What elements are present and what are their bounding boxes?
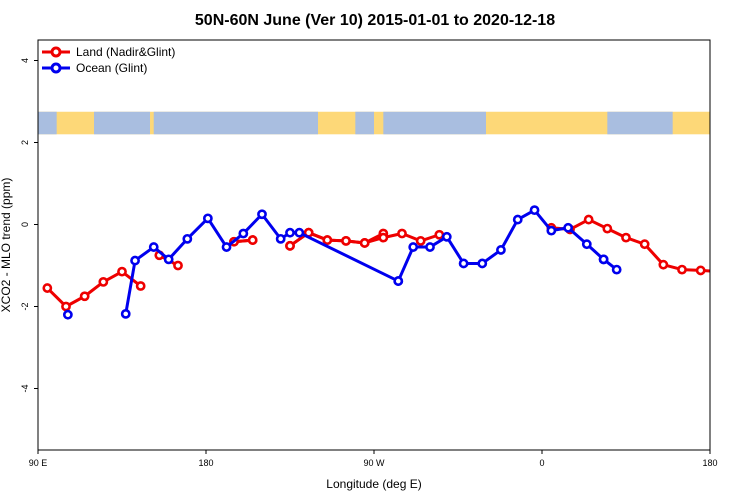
data-point	[202, 213, 213, 224]
data-point	[441, 231, 452, 242]
data-point	[341, 235, 351, 246]
data-point	[397, 228, 407, 239]
data-point	[415, 235, 426, 246]
x-axis: 90 E 180 90 W 0 180	[29, 450, 718, 468]
data-point	[425, 242, 435, 252]
data-point	[639, 239, 650, 250]
data-point	[238, 228, 249, 239]
legend-land-label: Land (Nadir&Glint)	[76, 45, 175, 59]
y-axis-label: XCO2 - MLO trend (ppm)	[0, 178, 13, 313]
data-point	[598, 254, 609, 265]
data-point	[496, 245, 506, 255]
data-point	[285, 227, 295, 238]
data-point	[247, 235, 258, 245]
data-point	[512, 214, 523, 225]
data-point	[529, 205, 540, 216]
data-point	[275, 233, 286, 244]
map-ocean-patch	[153, 111, 318, 135]
data-point	[61, 301, 71, 312]
y-tick-label: 4	[20, 58, 30, 63]
y-tick-label: -2	[20, 302, 30, 310]
data-point	[378, 232, 389, 243]
x-tick-label: 180	[702, 458, 717, 468]
data-point	[294, 227, 305, 238]
data-point	[117, 266, 127, 277]
y-tick-label: 2	[20, 140, 30, 145]
data-point	[477, 258, 488, 269]
series-layer	[42, 205, 710, 320]
map-ocean-patch	[383, 111, 486, 135]
legend-ocean-marker	[50, 62, 62, 74]
map-ocean-patch	[607, 111, 673, 135]
data-point	[359, 238, 370, 248]
data-point	[120, 308, 131, 319]
data-point	[583, 214, 594, 225]
plot-frame	[37, 39, 711, 451]
data-point	[98, 276, 109, 287]
y-tick-label: 0	[20, 222, 30, 227]
data-point	[130, 255, 140, 266]
data-point	[621, 232, 631, 243]
data-point	[563, 222, 574, 233]
x-axis-label: Longitude (deg E)	[326, 477, 421, 491]
data-point	[257, 209, 267, 220]
legend-ocean-label: Ocean (Glint)	[76, 61, 147, 75]
data-point	[79, 291, 90, 302]
series-line	[551, 218, 710, 273]
world-map-strip	[38, 111, 710, 135]
data-point	[285, 240, 295, 251]
data-point	[581, 239, 592, 250]
data-point	[546, 225, 557, 236]
y-axis: 4 2 0 -2 -4	[20, 58, 38, 393]
data-point	[62, 309, 73, 320]
data-point	[163, 254, 174, 265]
data-point	[148, 242, 159, 252]
data-point	[677, 264, 687, 275]
data-point	[322, 235, 333, 245]
data-point	[173, 260, 183, 271]
y-tick-label: -4	[20, 384, 30, 392]
x-tick-label: 180	[198, 458, 213, 468]
data-point	[602, 223, 613, 234]
data-point	[611, 264, 622, 275]
legend: Land (Nadir&Glint) Ocean (Glint)	[42, 45, 175, 75]
data-point	[135, 281, 146, 291]
map-ocean-patch	[38, 111, 57, 135]
data-point	[458, 258, 469, 269]
map-ocean-patch	[355, 111, 374, 135]
data-point	[42, 283, 53, 293]
series-land	[42, 214, 710, 312]
x-tick-label: 90 W	[363, 458, 385, 468]
map-ocean-patch	[94, 111, 150, 135]
chart-title: 50N-60N June (Ver 10) 2015-01-01 to 2020…	[195, 12, 555, 29]
data-point	[408, 242, 419, 252]
x-tick-label: 90 E	[29, 458, 48, 468]
data-point	[393, 276, 404, 286]
data-point	[182, 233, 193, 244]
data-point	[221, 242, 232, 252]
x-tick-label: 0	[539, 458, 544, 468]
data-point	[695, 265, 706, 276]
legend-land-marker	[50, 46, 62, 58]
data-point	[434, 229, 445, 240]
series-ocean	[62, 205, 622, 320]
data-point	[658, 259, 669, 270]
